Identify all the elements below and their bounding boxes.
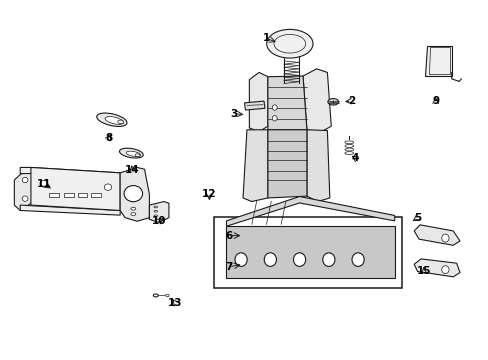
Polygon shape xyxy=(413,225,459,245)
Ellipse shape xyxy=(154,215,157,217)
Ellipse shape xyxy=(235,253,246,266)
Ellipse shape xyxy=(266,30,312,58)
Text: 3: 3 xyxy=(230,109,237,119)
Polygon shape xyxy=(78,193,87,197)
Ellipse shape xyxy=(322,253,334,266)
Text: 12: 12 xyxy=(202,189,216,199)
Ellipse shape xyxy=(22,177,28,183)
Polygon shape xyxy=(249,72,267,132)
Polygon shape xyxy=(226,226,394,278)
Polygon shape xyxy=(20,205,120,215)
Polygon shape xyxy=(428,47,449,74)
Ellipse shape xyxy=(165,294,169,297)
Polygon shape xyxy=(14,167,35,211)
Ellipse shape xyxy=(293,253,305,266)
Text: 6: 6 xyxy=(225,231,232,240)
Polygon shape xyxy=(267,130,306,198)
Ellipse shape xyxy=(441,234,448,242)
Bar xyxy=(214,217,401,288)
Text: 14: 14 xyxy=(125,165,140,175)
Polygon shape xyxy=(243,130,267,202)
Ellipse shape xyxy=(441,266,448,274)
Ellipse shape xyxy=(264,253,276,266)
Ellipse shape xyxy=(105,117,123,124)
Polygon shape xyxy=(31,167,120,211)
Polygon shape xyxy=(226,197,394,226)
Ellipse shape xyxy=(131,207,136,210)
Text: 5: 5 xyxy=(413,213,420,222)
Polygon shape xyxy=(267,76,306,130)
Ellipse shape xyxy=(131,213,136,216)
Ellipse shape xyxy=(135,154,140,157)
Text: 11: 11 xyxy=(36,179,51,189)
Text: 15: 15 xyxy=(416,266,430,276)
Polygon shape xyxy=(244,101,264,110)
Ellipse shape xyxy=(124,185,142,202)
Text: 4: 4 xyxy=(351,153,359,163)
Polygon shape xyxy=(49,193,59,197)
Ellipse shape xyxy=(118,120,123,124)
Text: 7: 7 xyxy=(225,262,232,272)
Text: 8: 8 xyxy=(105,133,112,143)
Polygon shape xyxy=(306,130,329,202)
Ellipse shape xyxy=(153,294,158,297)
Polygon shape xyxy=(413,259,459,277)
Polygon shape xyxy=(149,202,168,222)
Polygon shape xyxy=(91,193,101,197)
Ellipse shape xyxy=(272,105,277,110)
Text: 9: 9 xyxy=(431,96,438,106)
Polygon shape xyxy=(20,167,120,178)
Ellipse shape xyxy=(22,196,28,201)
Ellipse shape xyxy=(104,184,111,190)
Ellipse shape xyxy=(126,151,140,157)
Polygon shape xyxy=(64,193,74,197)
Text: 10: 10 xyxy=(152,216,166,226)
Ellipse shape xyxy=(40,180,47,187)
Text: 1: 1 xyxy=(262,33,269,43)
Text: 13: 13 xyxy=(168,298,182,308)
Ellipse shape xyxy=(272,116,277,121)
Ellipse shape xyxy=(154,206,157,208)
Ellipse shape xyxy=(351,253,364,266)
Polygon shape xyxy=(424,45,451,76)
Text: 2: 2 xyxy=(347,96,355,106)
Polygon shape xyxy=(120,167,149,221)
Ellipse shape xyxy=(154,210,157,212)
Ellipse shape xyxy=(327,99,338,105)
Ellipse shape xyxy=(97,113,127,126)
Ellipse shape xyxy=(119,148,143,158)
Polygon shape xyxy=(303,69,330,132)
